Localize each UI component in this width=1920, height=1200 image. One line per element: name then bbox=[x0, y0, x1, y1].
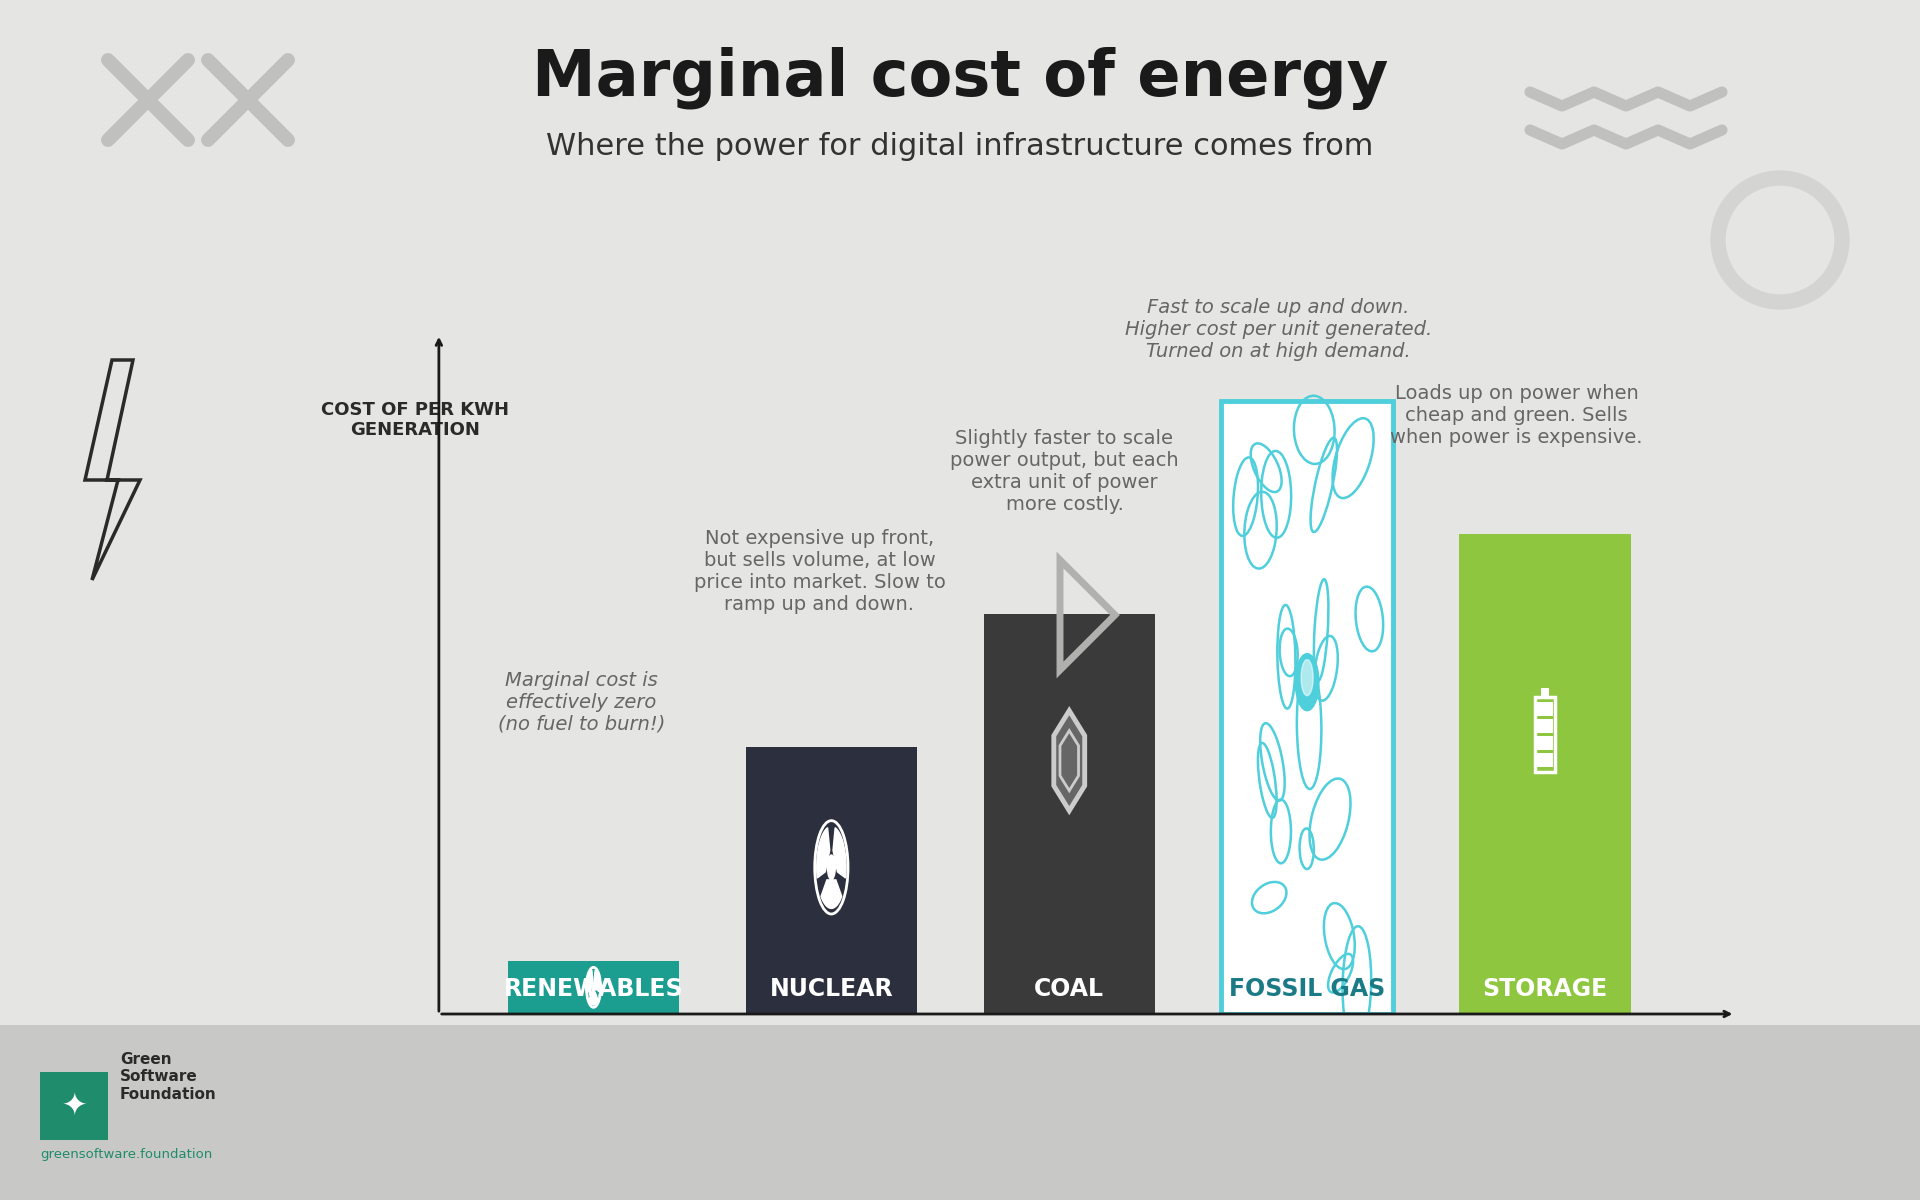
Polygon shape bbox=[1296, 654, 1319, 710]
Bar bbox=[40, 1072, 108, 1140]
Polygon shape bbox=[816, 828, 829, 878]
Text: Fast to scale up and down.
Higher cost per unit generated.
Turned on at high dem: Fast to scale up and down. Higher cost p… bbox=[1125, 298, 1432, 361]
Bar bbox=[0, 1025, 1920, 1200]
Polygon shape bbox=[1054, 710, 1085, 811]
Bar bbox=[1536, 696, 1555, 772]
Text: Slightly faster to scale
power output, but each
extra unit of power
more costly.: Slightly faster to scale power output, b… bbox=[950, 428, 1179, 514]
Bar bbox=[1538, 736, 1553, 750]
Bar bbox=[1538, 719, 1553, 732]
Bar bbox=[745, 748, 918, 1014]
Polygon shape bbox=[593, 971, 599, 992]
Bar bbox=[1538, 752, 1553, 767]
Bar bbox=[1538, 702, 1553, 715]
Text: Marginal cost of energy: Marginal cost of energy bbox=[532, 47, 1388, 109]
Text: NUCLEAR: NUCLEAR bbox=[770, 977, 893, 1001]
Bar bbox=[1221, 401, 1392, 1014]
Text: FOSSIL GAS: FOSSIL GAS bbox=[1229, 977, 1384, 1001]
Bar bbox=[509, 961, 680, 1014]
Circle shape bbox=[828, 854, 835, 881]
Text: COST OF PER KWH
GENERATION: COST OF PER KWH GENERATION bbox=[321, 401, 509, 439]
Text: TOTAL SYSTEM LOAD: TOTAL SYSTEM LOAD bbox=[1523, 1040, 1736, 1058]
Text: ✦: ✦ bbox=[61, 1092, 86, 1121]
Text: Green
Software
Foundation: Green Software Foundation bbox=[119, 1052, 217, 1102]
Text: COAL: COAL bbox=[1035, 977, 1104, 1001]
Polygon shape bbox=[822, 880, 841, 908]
Text: Marginal cost is
effectively zero
(no fuel to burn!): Marginal cost is effectively zero (no fu… bbox=[497, 671, 666, 734]
Text: RENEWABLES: RENEWABLES bbox=[503, 977, 684, 1001]
Text: Loads up on power when
cheap and green. Sells
when power is expensive.: Loads up on power when cheap and green. … bbox=[1390, 384, 1644, 448]
Text: STORAGE: STORAGE bbox=[1482, 977, 1607, 1001]
Circle shape bbox=[591, 982, 595, 992]
Polygon shape bbox=[833, 828, 847, 878]
Polygon shape bbox=[589, 992, 597, 1004]
Text: greensoftware.foundation: greensoftware.foundation bbox=[40, 1148, 213, 1162]
Bar bbox=[1542, 688, 1549, 696]
Polygon shape bbox=[1302, 660, 1313, 696]
Text: Not expensive up front,
but sells volume, at low
price into market. Slow to
ramp: Not expensive up front, but sells volume… bbox=[693, 529, 945, 614]
Bar bbox=[1459, 534, 1630, 1014]
Polygon shape bbox=[588, 971, 593, 992]
Bar bbox=[983, 614, 1156, 1014]
Text: Where the power for digital infrastructure comes from: Where the power for digital infrastructu… bbox=[547, 132, 1373, 161]
